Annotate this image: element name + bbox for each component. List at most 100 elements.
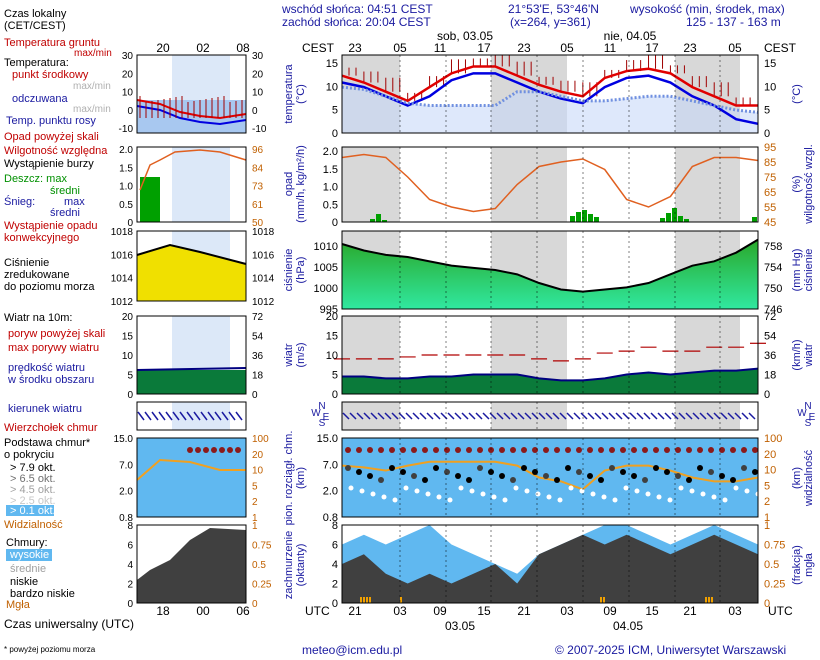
side-precip-tick: 0 <box>127 218 133 229</box>
cloud-base-dot <box>719 473 725 479</box>
wind-arrow <box>615 412 623 420</box>
wind-axis-label: wiatr <box>283 343 295 368</box>
panel-frame-cloud <box>341 437 759 518</box>
cloud-top-dot <box>741 447 747 453</box>
side-precip-tick: 0.5 <box>119 200 133 211</box>
cloud-low-dot <box>568 485 574 491</box>
temp-tick-right: 15 <box>764 58 776 70</box>
cloud-base-dot <box>598 477 604 483</box>
fog-bar <box>366 597 368 603</box>
wind-arrow <box>643 412 651 420</box>
wind-tick: 0 <box>332 389 338 401</box>
tz-right: CEST <box>764 41 797 55</box>
side-frame-wind <box>136 315 247 395</box>
cloud-low-dot <box>700 491 706 497</box>
side-cover-tick: 8 <box>127 521 133 532</box>
side-wind-tick-right: 72 <box>252 312 264 323</box>
cloud-low-dot <box>656 494 662 500</box>
fog-tick: 0.5 <box>764 559 779 571</box>
precip-tick: 2.0 <box>323 146 338 158</box>
cloud-low-dot <box>524 488 530 494</box>
wind-arrow <box>349 412 357 420</box>
wind-arrow <box>594 412 602 420</box>
wind-arrow <box>678 412 686 420</box>
cloud-top-dot <box>598 447 604 453</box>
wind-arrow <box>671 412 679 420</box>
cloud-base-dot <box>609 465 615 471</box>
side-cover-area <box>137 528 246 603</box>
felt-label: odczuwana <box>12 93 68 105</box>
cloud-low-dot <box>645 491 651 497</box>
side-wind-arrow <box>221 411 229 421</box>
cover-tick: 2 <box>332 579 338 591</box>
rain-bar-2 <box>382 220 387 222</box>
vis-tick: 1 <box>764 512 770 524</box>
side-wind-arrow <box>200 411 208 421</box>
vis-tick: 100 <box>764 433 782 445</box>
cloud-top-dot <box>576 447 582 453</box>
side-utc-tick: 06 <box>236 604 250 618</box>
high-cloud-swatch <box>6 549 52 561</box>
cloud-low-dot <box>502 497 508 503</box>
side-vis-line <box>136 458 246 481</box>
temp-tick-right: 5 <box>764 105 770 117</box>
fog-tick: 0 <box>764 598 770 610</box>
side-temp-tick-right: 30 <box>252 51 264 62</box>
wind-tick-kmh: 18 <box>764 370 776 382</box>
precip-unit-label: (mm/h, kg/m²/h) <box>295 145 307 223</box>
low-cloud-label: niskie <box>10 576 39 588</box>
wind-arrow <box>391 412 399 420</box>
side-wind-arrow <box>165 411 173 421</box>
wind-arrow <box>545 412 553 420</box>
cloud-base-dot <box>466 477 472 483</box>
local-tick: 05 <box>393 41 407 55</box>
wind-arrow <box>433 412 441 420</box>
cloud-base-dot <box>444 469 450 475</box>
cover-axis-label: zachmurzenie <box>283 531 295 599</box>
wind-arrow <box>587 412 595 420</box>
side-humidity-tick: 84 <box>252 163 264 174</box>
cloud-base-label-2: o pokryciu <box>4 449 55 461</box>
wind-arrow <box>608 412 616 420</box>
side-wind-arrow <box>193 411 201 421</box>
utc-date-1: 03.05 <box>445 619 475 633</box>
local-tick: 17 <box>645 41 659 55</box>
cloud-low-dot <box>634 488 640 494</box>
side-cloud-tick: 2.0 <box>119 487 133 498</box>
cloud-low-dot <box>590 491 596 497</box>
humidity-tick: 45 <box>764 217 776 229</box>
cloud-low-dot <box>733 485 739 491</box>
wind-arrow <box>657 412 665 420</box>
rain-mean-label: średni <box>50 185 80 197</box>
side-pressure-tick-right: 1018 <box>252 227 275 238</box>
cloud-base-dot <box>554 477 560 483</box>
temp-maxmin-label: max/min <box>73 81 111 92</box>
cloud-low-dot <box>403 485 409 491</box>
email-link[interactable]: meteo@icm.edu.pl <box>302 643 403 657</box>
cloud-base-dot <box>697 465 703 471</box>
side-frame-cloud <box>136 437 247 518</box>
vis-axis-label: widzialność <box>803 449 815 507</box>
cloud-base-dot <box>433 465 439 471</box>
side-wind-tick-left: 20 <box>122 312 134 323</box>
cloud-low-dot <box>414 488 420 494</box>
pressure-label-1: Ciśnienie <box>4 257 50 269</box>
side-cover-tick: 2 <box>127 580 133 591</box>
side-frame-dir <box>136 401 247 431</box>
precip-tick: 1.0 <box>323 182 338 194</box>
cloud-base-dot <box>653 465 659 471</box>
side-frame-precip <box>136 146 247 223</box>
side-temp-tick-left: 30 <box>122 51 134 62</box>
temp-tick-right: 10 <box>764 81 776 93</box>
compass-n-left: N <box>318 401 325 412</box>
cloud-low-dot <box>425 491 431 497</box>
wind-arrow <box>412 412 420 420</box>
side-wind-tick-right: 0 <box>252 390 258 401</box>
cloud-low-dot <box>469 488 475 494</box>
cloud-low-dot <box>491 494 497 500</box>
cloud-top-dot <box>433 447 439 453</box>
cloud-top-dot <box>378 447 384 453</box>
side-wind-tick-left: 10 <box>122 351 134 362</box>
wind-arrow <box>468 412 476 420</box>
side-pressure-tick-left: 1012 <box>111 297 134 308</box>
